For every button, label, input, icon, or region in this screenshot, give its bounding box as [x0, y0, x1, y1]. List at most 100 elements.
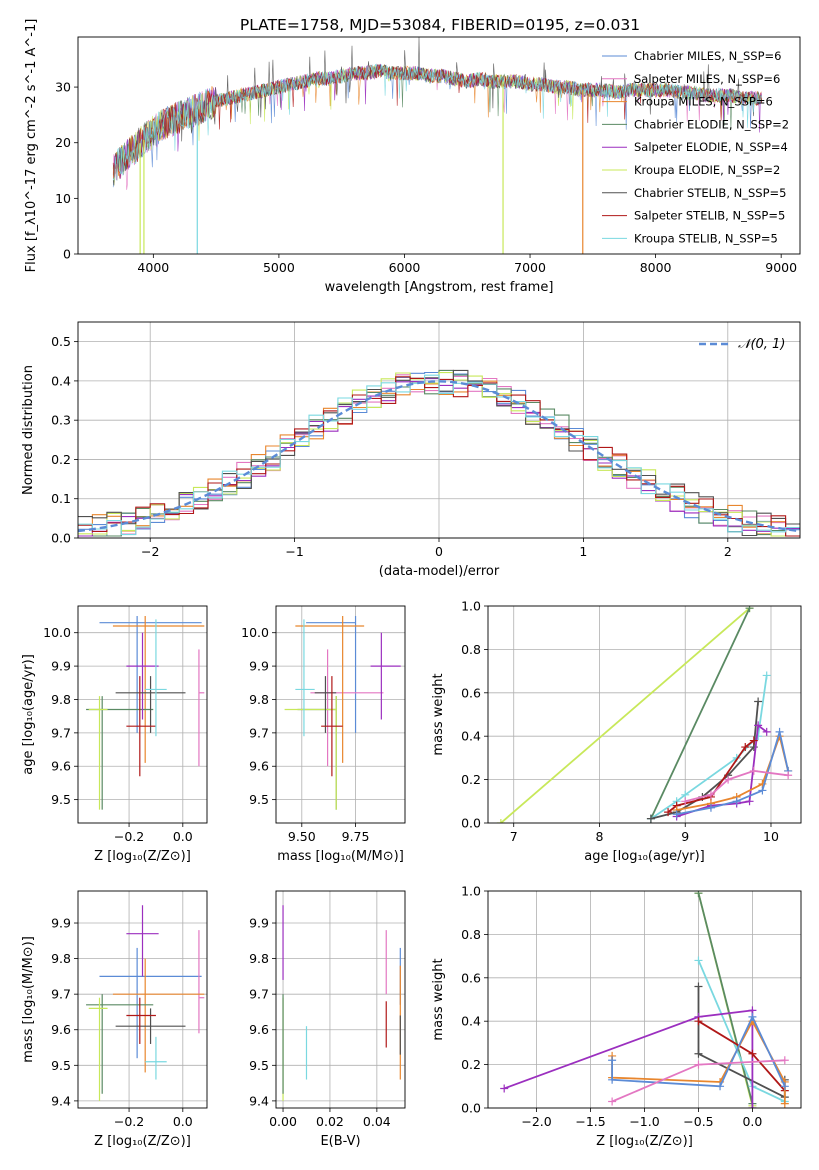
y-axis-label: Flux [f_λ10^-17 erg cm^-2 s^-1 A^-1] — [24, 19, 39, 273]
weight-point-marker — [748, 1049, 757, 1058]
y-tick-label: 0.8 — [461, 642, 481, 657]
errorbar-point — [99, 947, 202, 1059]
axes-frame — [77, 36, 801, 255]
x-axis-label: mass [log₁₀(M/M⊙)] — [277, 849, 404, 864]
weight-point-marker — [716, 1082, 725, 1091]
errorbar-point — [310, 649, 384, 767]
weight-point-marker — [694, 956, 703, 965]
y-tick-label: 9.4 — [51, 1093, 71, 1108]
y-tick-label: 9.7 — [51, 987, 71, 1002]
weight-point-marker — [724, 775, 733, 784]
errorbar-point — [145, 619, 167, 737]
x-tick-label: 2 — [724, 544, 732, 559]
y-axis-label: Normed distribution — [21, 365, 36, 495]
weight-series-line — [650, 701, 759, 820]
y-tick-label: 9.9 — [249, 916, 269, 931]
legend-label: Kroupa MILES, N_SSP=6 — [634, 95, 773, 109]
weight-series-line — [500, 607, 751, 823]
weight-lines — [496, 606, 793, 823]
y-tick-label: 9.8 — [51, 951, 71, 966]
x-tick-label: 5000 — [263, 260, 295, 275]
x-tick-label: −1.5 — [575, 1114, 605, 1129]
figure-title: PLATE=1758, MJD=53084, FIBERID=0195, z=0… — [240, 16, 640, 34]
y-tick-label: 0.8 — [461, 927, 481, 942]
y-tick-label: 1.0 — [461, 599, 481, 614]
legend-label: Salpeter STELIB, N_SSP=5 — [634, 209, 785, 223]
y-tick-label: 9.8 — [51, 692, 71, 707]
x-tick-label: 8 — [596, 829, 604, 844]
errorbars — [282, 905, 401, 1101]
spectrum-lines — [112, 37, 763, 254]
y-tick-label: 20 — [55, 135, 71, 150]
errorbars — [284, 616, 401, 810]
x-axis-label: E(B-V) — [320, 1134, 360, 1149]
y-tick-label: 1.0 — [461, 884, 481, 899]
y-tick-label: 9.8 — [249, 951, 269, 966]
legend-label: Chabrier STELIB, N_SSP=5 — [634, 186, 786, 200]
weight-series-line — [697, 892, 754, 1104]
errorbar-point — [198, 930, 205, 1034]
y-axis-label: mass weight — [431, 958, 446, 1040]
weight-series-line — [650, 607, 751, 820]
y-tick-label: 9.5 — [51, 1058, 71, 1073]
x-tick-label: 0 — [435, 544, 443, 559]
y-tick-label: 0.0 — [461, 816, 481, 831]
errorbar-point — [126, 905, 159, 977]
y-axis-label: mass weight — [431, 673, 446, 755]
y-tick-label: 0.0 — [461, 1101, 481, 1116]
weight-point-marker — [706, 803, 715, 812]
y-tick-label: 9.5 — [249, 1058, 269, 1073]
x-axis-label: wavelength [Angstrom, rest frame] — [325, 280, 554, 295]
y-tick-label: 9.8 — [249, 692, 269, 707]
x-tick-label: −0.5 — [683, 1114, 713, 1129]
x-tick-label: 9000 — [765, 260, 797, 275]
weight-point-marker — [749, 736, 758, 745]
axes-frame — [275, 605, 406, 824]
x-tick-label: 9.75 — [342, 829, 370, 844]
y-tick-label: 9.7 — [51, 725, 71, 740]
weight-point-marker — [780, 1099, 789, 1108]
chart-age-vs-Z: −0.2 0.0 9.5 9.6 9.7 9.8 9.9 10.0 Z [log₁₀(Z/Z⊙)… — [21, 605, 208, 864]
x-tick-label: 1 — [579, 544, 587, 559]
weight-point-marker — [500, 1084, 509, 1093]
weight-point-marker — [672, 810, 681, 819]
errorbar-point — [99, 616, 202, 733]
weight-series-line — [676, 723, 768, 818]
weight-point-marker — [694, 982, 703, 991]
errorbar-point — [321, 676, 343, 777]
errorbar-point — [126, 632, 159, 720]
x-tick-label: −1.0 — [629, 1114, 659, 1129]
x-axis-label: Z [log₁₀(Z/Z⊙)] — [94, 849, 191, 864]
x-tick-label: 9.50 — [288, 829, 316, 844]
weight-point-marker — [754, 721, 763, 730]
errorbar-point — [115, 676, 186, 733]
y-tick-label: 30 — [55, 80, 71, 95]
axes-frame — [77, 890, 208, 1109]
y-tick-label: 0.1 — [51, 491, 71, 506]
y-tick-label: 0.2 — [461, 1057, 481, 1072]
chart-age-vs-mass: 9.50 9.75 9.5 9.6 9.7 9.8 9.9 10.0 mass [log₁₀(M… — [241, 605, 406, 864]
y-tick-label: 9.5 — [249, 792, 269, 807]
y-tick-label: 0.4 — [461, 1014, 481, 1029]
x-tick-label: 0.00 — [269, 1114, 297, 1129]
errorbar-point — [314, 676, 337, 733]
weight-point-marker — [664, 808, 673, 817]
y-tick-label: 9.6 — [51, 1022, 71, 1037]
weight-point-marker — [608, 1075, 617, 1084]
weight-point-marker — [754, 697, 763, 706]
weight-point-marker — [762, 727, 771, 736]
y-tick-label: 0.4 — [51, 373, 71, 388]
weight-point-marker — [694, 891, 703, 898]
chart-spectrum: 4000 5000 6000 7000 8000 9000 0 10 20 30 wavelengt… — [24, 19, 801, 295]
x-axis-label: age [log₁₀(age/yr)] — [584, 849, 705, 864]
y-tick-label: 9.5 — [51, 792, 71, 807]
legend-label: Chabrier MILES, N_SSP=6 — [634, 49, 781, 63]
weight-point-marker — [758, 786, 767, 795]
y-tick-label: 10.0 — [43, 625, 71, 640]
x-tick-label: 6000 — [389, 260, 421, 275]
y-tick-label: 0.6 — [461, 970, 481, 985]
axes-frame — [275, 890, 406, 1109]
x-tick-label: 9 — [681, 829, 689, 844]
axes-frame — [77, 321, 801, 539]
